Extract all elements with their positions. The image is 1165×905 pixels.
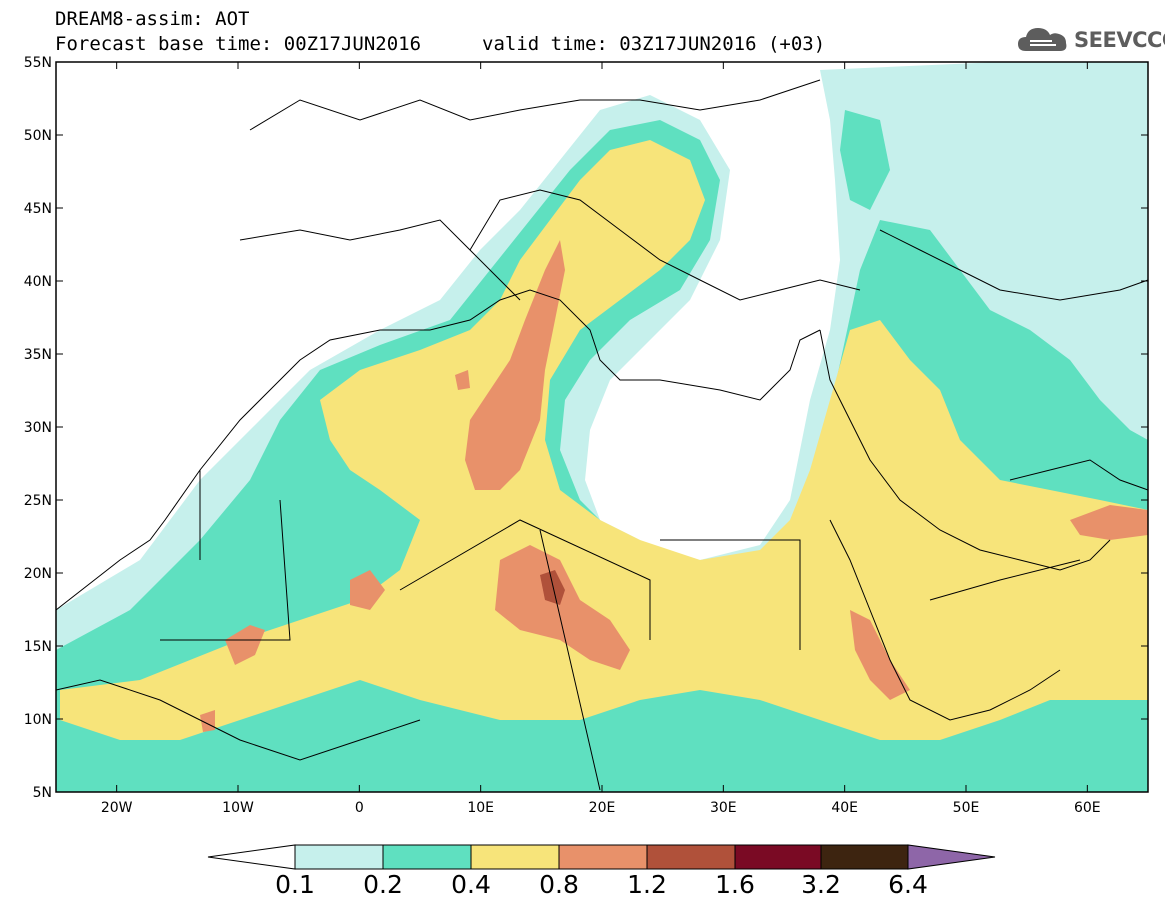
colorbar-label: 1.2 <box>627 870 667 899</box>
colorbar-swatch-4 <box>558 844 648 870</box>
colorbar-label: 0.4 <box>451 870 491 899</box>
aot-contour-0.8 <box>350 570 385 610</box>
lon-label: 40E <box>831 800 858 816</box>
aot-contour-0.2 <box>840 110 890 210</box>
aot-contour-0.8 <box>850 610 910 700</box>
lat-label: 5N <box>33 785 52 801</box>
colorbar-labels: 0.1 0.2 0.4 0.8 1.2 1.6 3.2 6.4 <box>275 870 928 899</box>
lon-ticks <box>116 62 1088 792</box>
colorbar: 0.1 0.2 0.4 0.8 1.2 1.6 3.2 6.4 <box>207 844 996 899</box>
aot-contour-0.8 <box>225 625 265 665</box>
colorbar-label: 3.2 <box>801 870 841 899</box>
seevccc-logo: SEEVCCC <box>1016 22 1165 58</box>
colorbar-label: 0.2 <box>363 870 403 899</box>
lon-label: 30E <box>710 800 737 816</box>
cloud-icon <box>1018 28 1067 51</box>
lat-label: 35N <box>24 347 52 363</box>
aot-contour-0.8 <box>1070 505 1148 540</box>
colorbar-swatch-5 <box>646 844 736 870</box>
lat-label: 45N <box>24 201 52 217</box>
lon-label: 60E <box>1074 800 1101 816</box>
colorbar-above-arrow <box>907 844 996 870</box>
lat-label: 10N <box>24 712 52 728</box>
lon-axis-labels: 20W 10W 0 10E 20E 30E 40E 50E 60E <box>101 800 1101 816</box>
lat-label: 50N <box>24 128 52 144</box>
forecast-base-time: Forecast base time: 00Z17JUN2016 <box>55 33 422 55</box>
lon-label: 0 <box>355 800 364 816</box>
aot-contour-0.4 <box>60 140 1148 740</box>
coastlines <box>56 79 1148 791</box>
lat-label: 15N <box>24 639 52 655</box>
aot-contour-1.2 <box>540 570 565 605</box>
lat-label: 25N <box>24 493 52 509</box>
aot-contour-0.8 <box>455 370 470 390</box>
aot-contour-0.8 <box>200 710 215 732</box>
lat-label: 55N <box>24 55 52 71</box>
lon-label: 50E <box>953 800 980 816</box>
colorbar-label: 1.6 <box>715 870 755 899</box>
lat-label: 40N <box>24 274 52 290</box>
colorbar-label: 6.4 <box>888 870 928 899</box>
colorbar-label: 0.8 <box>539 870 579 899</box>
map-title: DREAM8-assim: AOT <box>55 8 250 30</box>
colorbar-swatch-1 <box>294 844 384 870</box>
lon-label: 10E <box>467 800 494 816</box>
lon-label: 10W <box>222 800 254 816</box>
logo-text: SEEVCCC <box>1074 28 1165 52</box>
colorbar-swatch-7 <box>820 844 909 870</box>
lat-label: 30N <box>24 420 52 436</box>
aot-contour-0.1 <box>1080 62 1148 420</box>
lon-label: 20W <box>101 800 133 816</box>
lat-axis-labels: 55N 50N 45N 40N 35N 30N 25N 20N 15N 10N 5N <box>24 55 52 801</box>
colorbar-swatch-2 <box>382 844 472 870</box>
colorbar-label: 0.1 <box>275 870 315 899</box>
colorbar-below-arrow <box>207 844 296 870</box>
aot-contour-0.8 <box>495 545 630 670</box>
aot-contour-0.8 <box>465 240 565 490</box>
valid-time: valid time: 03Z17JUN2016 (+03) <box>482 33 826 55</box>
colorbar-swatch-3 <box>470 844 560 870</box>
colorbar-swatch-6 <box>734 844 822 870</box>
aot-field <box>56 62 1148 792</box>
aot-contour-0.1 <box>870 100 960 220</box>
lon-label: 20E <box>589 800 616 816</box>
lat-ticks <box>56 61 1148 793</box>
lat-label: 20N <box>24 566 52 582</box>
